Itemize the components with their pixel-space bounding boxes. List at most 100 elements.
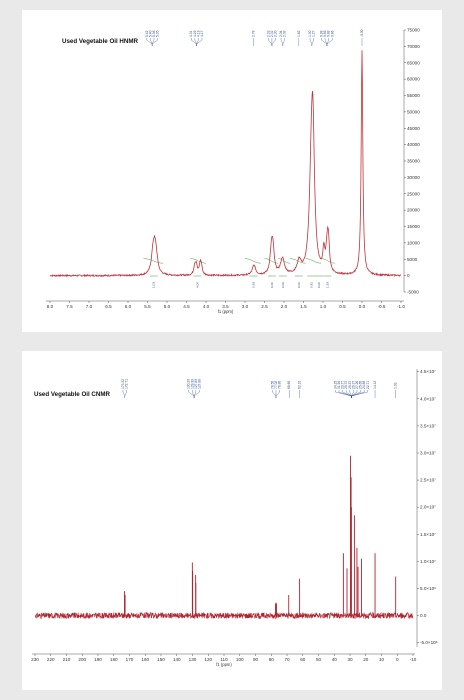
hnmr-x-tick-label: 6.0 [125, 304, 132, 309]
hnmr-peak-label: 5.42 [145, 30, 149, 37]
cnmr-peak-label: 1.03 [394, 382, 398, 389]
hnmr-x-tick-label: 2.0 [281, 304, 288, 309]
cnmr-y-tick-label: -5.0×10⁶ [420, 640, 438, 645]
hnmr-x-tick-label: 1.5 [300, 304, 307, 309]
hnmr-integral-curve [278, 258, 290, 264]
hnmr-y-tick-label: 55000 [407, 93, 420, 98]
cnmr-peak-leader [122, 390, 125, 398]
cnmr-peak-label: 130.20 [187, 379, 191, 389]
cnmr-peak-label: 29.57 [348, 381, 352, 389]
cnmr-x-tick-label: 100 [236, 657, 244, 662]
hnmr-integral-label: 4.00 [195, 282, 199, 288]
cnmr-x-tick-label: 220 [47, 657, 55, 662]
hnmr-y-tick-label: 45000 [407, 126, 420, 131]
hnmr-title: Used Vegetable Oil HNMR [62, 38, 139, 45]
cnmr-x-tick-label: 210 [63, 657, 71, 662]
hnmr-x-tick-label: 5.0 [164, 304, 171, 309]
hnmr-integral-curve [305, 258, 322, 264]
hnmr-peak-leader [150, 38, 153, 46]
cnmr-x-tick-label: 130 [189, 657, 197, 662]
cnmr-x-tick-label: 40 [332, 657, 338, 662]
hnmr-peak-label: 0.98 [320, 30, 324, 37]
cnmr-x-tick-label: 230 [31, 657, 39, 662]
cnmr-x-tick-label: 10 [379, 657, 385, 662]
hnmr-x-tick-label: 7.5 [66, 304, 73, 309]
hnmr-y-tick-label: 75000 [407, 28, 420, 33]
hnmr-y-tick-label: 70000 [407, 44, 420, 49]
hnmr-peak-leader [282, 38, 285, 46]
hnmr-peak-label: 2.33 [266, 30, 270, 37]
hnmr-y-tick-label: 35000 [407, 159, 420, 164]
cnmr-x-tick-label: 140 [173, 657, 181, 662]
cnmr-peak-label: 24.89 [362, 381, 366, 389]
cnmr-panel: Used Vegetable Oil CNMR 4.5×10⁷ 4.0×10⁷ 3.5… [22, 351, 442, 690]
cnmr-peak-label: 68.60 [287, 381, 291, 389]
hnmr-y-tick-label: 0 [407, 273, 410, 278]
hnmr-y-tick-label: 40000 [407, 142, 420, 147]
hnmr-integral-label: 6.00 [270, 282, 274, 288]
hnmr-peak-leader [324, 38, 328, 46]
hnmr-peak-leader [196, 38, 199, 46]
hnmr-x-tick-label: 0.5 [339, 304, 346, 309]
hnmr-peak-leader [152, 38, 158, 46]
cnmr-peak-label: 29.72 [344, 381, 348, 389]
cnmr-peak-label: 27.26 [355, 381, 359, 389]
hnmr-x-tick-label: 4.0 [203, 304, 210, 309]
hnmr-integral-curve [321, 258, 335, 264]
cnmr-peak-label: 34.25 [333, 381, 337, 389]
hnmr-peak-leader [309, 38, 313, 46]
hnmr-spectrum-line [49, 50, 402, 278]
hnmr-peak-label: 2.30 [274, 30, 278, 37]
hnmr-peak-leader [326, 38, 329, 46]
hnmr-integral-label: 1.53 [325, 282, 329, 288]
cnmr-peak-label: 129.99 [190, 379, 194, 389]
hnmr-y-tick-label: 25000 [407, 191, 420, 196]
hnmr-x-tick-label: 3.0 [242, 304, 249, 309]
hnmr-integral-label: 6.00 [317, 282, 321, 288]
cnmr-x-tick-label: 160 [141, 657, 149, 662]
cnmr-peak-label: 127.89 [194, 379, 198, 389]
cnmr-peak-label: 14.12 [373, 381, 377, 389]
hnmr-integral-label: 0.81 [309, 282, 313, 288]
hnmr-peak-label: 2.32 [270, 30, 274, 37]
hnmr-x-tick-label: 8.0 [47, 304, 54, 309]
hnmr-panel: Used Vegetable Oil HNMR 75000 70000 65000 60… [22, 10, 442, 332]
cnmr-x-tick-label: 150 [157, 657, 165, 662]
cnmr-x-tick-label: 50 [316, 657, 322, 662]
cnmr-peak-leader [275, 390, 280, 398]
cnmr-x-tick-label: -10 [410, 657, 417, 662]
cnmr-spectrum-chart: Used Vegetable Oil CNMR 4.5×10⁷ 4.0×10⁷ 3.5… [31, 369, 438, 667]
cnmr-x-tick-label: 70 [284, 657, 290, 662]
hnmr-y-tick-label: 50000 [407, 109, 420, 114]
hnmr-y-tick-label: -5000 [407, 290, 419, 295]
hnmr-peak-label: -0.00 [360, 29, 364, 37]
hnmr-x-tick-label: -0.5 [378, 304, 386, 309]
cnmr-peak-label: 76.80 [278, 381, 282, 389]
cnmr-peak-label: 77.02 [274, 381, 278, 389]
hnmr-integral-label: 6.00 [297, 282, 301, 288]
hnmr-peak-label: 2.02 [283, 30, 287, 37]
hnmr-peak-leader [311, 38, 314, 46]
cnmr-peak-leader [193, 390, 200, 398]
cnmr-x-tick-label: 20 [363, 657, 369, 662]
hnmr-peak-label: 1.62 [297, 30, 301, 37]
hnmr-y-tick-label: 5000 [407, 257, 418, 262]
hnmr-peak-leader [196, 38, 203, 46]
cnmr-y-tick-label: 3.5×10⁷ [420, 423, 436, 428]
hnmr-x-tick-label: 4.5 [183, 304, 190, 309]
cnmr-peak-leader [124, 390, 127, 398]
hnmr-peak-label: 0.89 [323, 30, 327, 37]
hnmr-x-tick-label: 3.5 [222, 304, 229, 309]
hnmr-peak-label: 2.78 [252, 30, 256, 37]
cnmr-x-tick-label: 170 [126, 657, 134, 662]
hnmr-x-tick-label: -1.0 [397, 304, 405, 309]
cnmr-x-tick-label: 60 [300, 657, 306, 662]
hnmr-peak-label: 5.36 [152, 30, 156, 37]
cnmr-y-tick-label: 1.5×10⁷ [420, 532, 436, 537]
hnmr-integral-curve [143, 258, 164, 264]
hnmr-spectrum-chart: Used Vegetable Oil HNMR 75000 70000 65000 60… [46, 28, 420, 314]
hnmr-y-tick-label: 20000 [407, 208, 420, 213]
cnmr-y-tick-label: 3.0×10⁷ [420, 450, 436, 455]
cnmr-x-tick-label: 0 [396, 657, 399, 662]
cnmr-x-tick-label: 190 [94, 657, 102, 662]
